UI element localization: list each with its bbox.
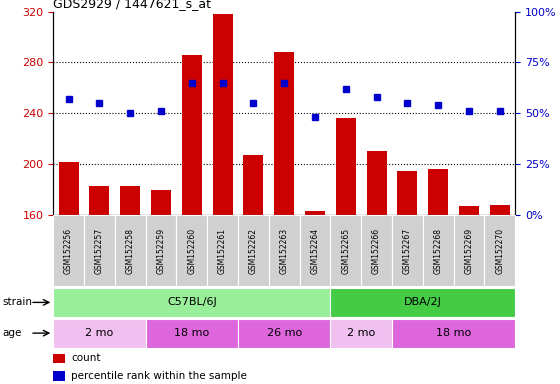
Text: percentile rank within the sample: percentile rank within the sample (71, 371, 247, 381)
Text: GSM152262: GSM152262 (249, 228, 258, 273)
Bar (176, 215, 207, 286)
Bar (115, 215, 146, 286)
Bar (367, 151, 386, 215)
Bar (53, 371, 64, 381)
Text: strain: strain (3, 297, 33, 308)
Text: GSM152265: GSM152265 (341, 227, 351, 274)
Text: C57BL/6J: C57BL/6J (167, 297, 217, 308)
Text: GSM152259: GSM152259 (156, 227, 166, 274)
Bar (207, 215, 238, 286)
Bar (423, 215, 454, 286)
Text: GSM152263: GSM152263 (279, 227, 289, 274)
Bar (90, 186, 109, 215)
Bar (392, 215, 423, 286)
Bar (146, 319, 238, 348)
Bar (300, 215, 330, 286)
Text: GSM152256: GSM152256 (64, 227, 73, 274)
Bar (330, 288, 515, 317)
Bar (392, 319, 515, 348)
Text: GSM152264: GSM152264 (310, 227, 320, 274)
Bar (213, 14, 232, 215)
Bar (459, 206, 479, 215)
Text: GSM152258: GSM152258 (125, 228, 135, 273)
Bar (238, 215, 269, 286)
Bar (84, 215, 115, 286)
Text: 2 mo: 2 mo (85, 328, 114, 338)
Bar (398, 170, 417, 215)
Bar (269, 215, 300, 286)
Bar (428, 169, 448, 215)
Bar (53, 354, 64, 363)
Bar (53, 215, 84, 286)
Bar (305, 211, 325, 215)
Text: GSM152257: GSM152257 (95, 227, 104, 274)
Text: GSM152270: GSM152270 (495, 227, 505, 274)
Bar (59, 162, 78, 215)
Bar (53, 319, 146, 348)
Text: GSM152268: GSM152268 (433, 228, 443, 273)
Bar (182, 55, 202, 215)
Bar (244, 155, 263, 215)
Text: 18 mo: 18 mo (436, 328, 471, 338)
Text: GSM152261: GSM152261 (218, 228, 227, 273)
Bar (53, 288, 330, 317)
Bar (146, 215, 176, 286)
Text: 26 mo: 26 mo (267, 328, 302, 338)
Text: GDS2929 / 1447621_s_at: GDS2929 / 1447621_s_at (53, 0, 211, 10)
Bar (238, 319, 330, 348)
Text: GSM152260: GSM152260 (187, 227, 197, 274)
Text: count: count (71, 353, 100, 363)
Bar (454, 215, 484, 286)
Text: age: age (3, 328, 22, 338)
Text: GSM152269: GSM152269 (464, 227, 474, 274)
Text: GSM152267: GSM152267 (403, 227, 412, 274)
Bar (274, 52, 294, 215)
Bar (490, 205, 510, 215)
Bar (361, 215, 392, 286)
Bar (336, 118, 356, 215)
Bar (484, 215, 515, 286)
Text: DBA/2J: DBA/2J (404, 297, 442, 308)
Text: 18 mo: 18 mo (174, 328, 209, 338)
Bar (330, 215, 361, 286)
Text: GSM152266: GSM152266 (372, 227, 381, 274)
Bar (151, 190, 171, 215)
Bar (330, 319, 392, 348)
Bar (120, 186, 140, 215)
Text: 2 mo: 2 mo (347, 328, 375, 338)
